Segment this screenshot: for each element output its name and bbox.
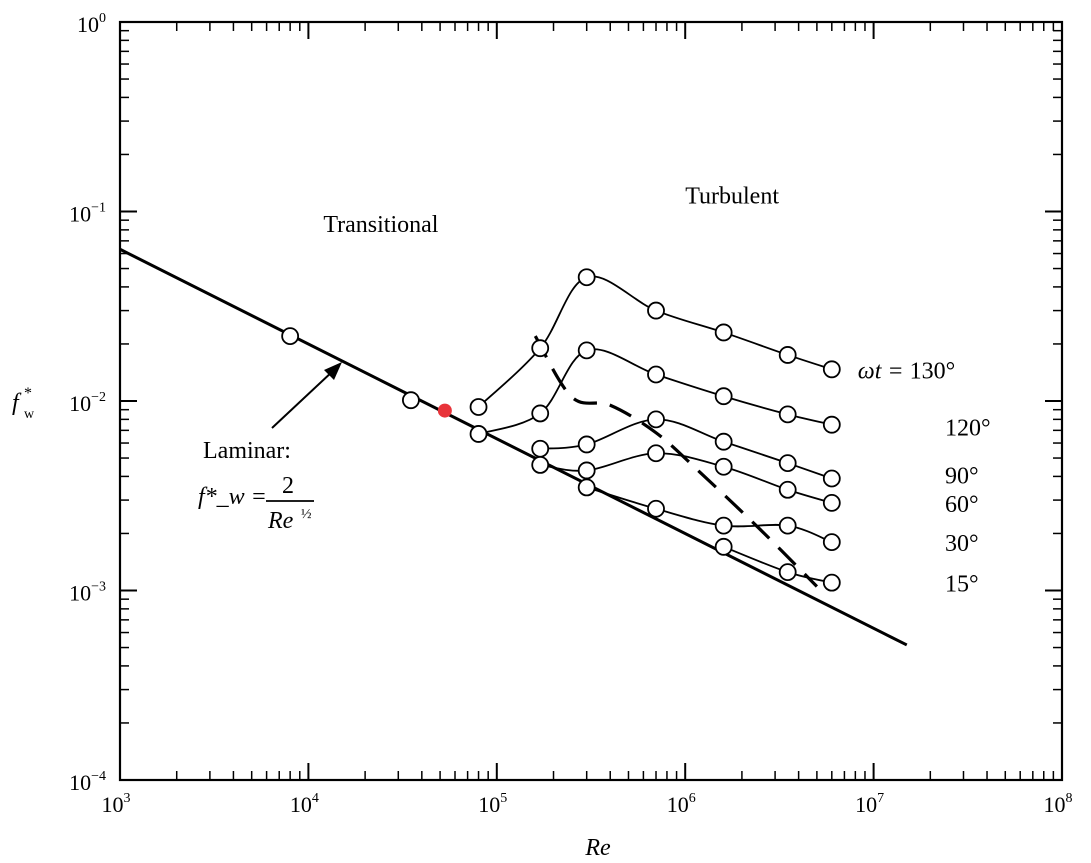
annotation-transitional: Transitional <box>323 212 438 238</box>
series-labels: ωt = 130° 120° 90° 60° 30° 15° <box>858 358 991 597</box>
y-axis-label-sub: w <box>24 407 35 422</box>
laminar-equation-lhs: f*_w = <box>198 484 267 510</box>
data-point <box>822 360 841 379</box>
data-point <box>822 469 841 488</box>
series-label: ωt = 130° <box>858 358 955 384</box>
x-tick-label: 103 <box>102 791 131 817</box>
plot-frame <box>118 20 1064 782</box>
y-axis-label-star: * <box>24 385 32 402</box>
series-line <box>586 486 833 543</box>
data-point <box>822 493 841 512</box>
y-axis-label: f * w <box>12 385 35 422</box>
data-point <box>647 365 665 384</box>
x-tick-label: 108 <box>1044 791 1073 817</box>
y-tick-label: 10−3 <box>69 580 106 606</box>
data-point <box>714 387 733 406</box>
series-points <box>469 268 841 592</box>
laminar-equation-numerator: 2 <box>282 473 294 499</box>
x-tick-label: 104 <box>290 791 319 817</box>
data-point <box>714 516 733 535</box>
data-point <box>469 425 488 443</box>
data-point <box>577 341 596 360</box>
data-point <box>469 398 488 416</box>
data-point <box>577 478 596 497</box>
minor-ticks <box>120 22 1062 780</box>
x-tick-label: 107 <box>855 791 884 817</box>
data-point <box>822 573 841 592</box>
data-point <box>778 405 797 424</box>
data-point <box>531 456 550 474</box>
data-point <box>531 404 550 423</box>
laminar-equation-denominator: Re <box>267 508 294 534</box>
laminar-equation-exponent: ½ <box>301 507 312 522</box>
x-tick-label: 106 <box>667 791 696 817</box>
laminar-line <box>119 247 908 647</box>
laminar-label: Laminar: f*_w = 2 Re ½ <box>198 362 342 534</box>
x-tick-labels: 103 104 105 106 107 108 <box>102 791 1073 817</box>
data-point <box>577 461 596 480</box>
data-point <box>577 435 596 454</box>
data-point <box>778 454 797 473</box>
y-axis-label-f: f <box>12 390 22 416</box>
x-axis-label: Re <box>584 835 611 861</box>
data-point <box>647 444 665 463</box>
x-tick-label: 105 <box>478 791 507 817</box>
arrowhead-icon <box>324 362 342 380</box>
data-point <box>647 301 665 320</box>
laminar-points <box>281 327 420 410</box>
data-point <box>714 457 733 476</box>
series-label: 15° <box>945 572 979 598</box>
data-point <box>778 346 797 364</box>
data-point <box>778 516 797 535</box>
data-point <box>647 499 665 518</box>
major-ticks <box>119 21 1063 781</box>
transition-dashed-line <box>533 335 819 588</box>
series-lines <box>477 275 833 584</box>
laminar-label-title: Laminar: <box>203 438 291 464</box>
data-point <box>822 533 841 552</box>
data-point <box>531 439 550 458</box>
highlight-point <box>437 403 452 418</box>
laminar-arrow <box>271 369 335 429</box>
annotation-turbulent: Turbulent <box>685 184 779 210</box>
y-tick-label: 10−1 <box>69 201 106 227</box>
data-point <box>714 432 733 451</box>
data-point <box>577 268 596 287</box>
data-point <box>778 563 797 582</box>
data-point <box>281 327 300 346</box>
series-label: 60° <box>945 492 979 518</box>
data-point <box>714 537 733 556</box>
data-point <box>531 339 550 358</box>
series-label: 120° <box>945 416 991 442</box>
series-label: 90° <box>945 463 979 489</box>
y-tick-label: 10−4 <box>69 769 106 795</box>
y-tick-label: 10−2 <box>69 390 106 416</box>
y-tick-labels: 10−4 10−3 10−2 10−1 100 <box>69 11 106 795</box>
data-point <box>778 480 797 499</box>
data-point <box>402 391 420 410</box>
series-line <box>477 275 833 408</box>
y-tick-label: 100 <box>77 11 106 37</box>
data-point <box>714 323 733 342</box>
data-point <box>647 410 665 429</box>
data-point <box>822 415 841 434</box>
series-label: 30° <box>945 531 979 557</box>
series-line <box>723 545 833 584</box>
